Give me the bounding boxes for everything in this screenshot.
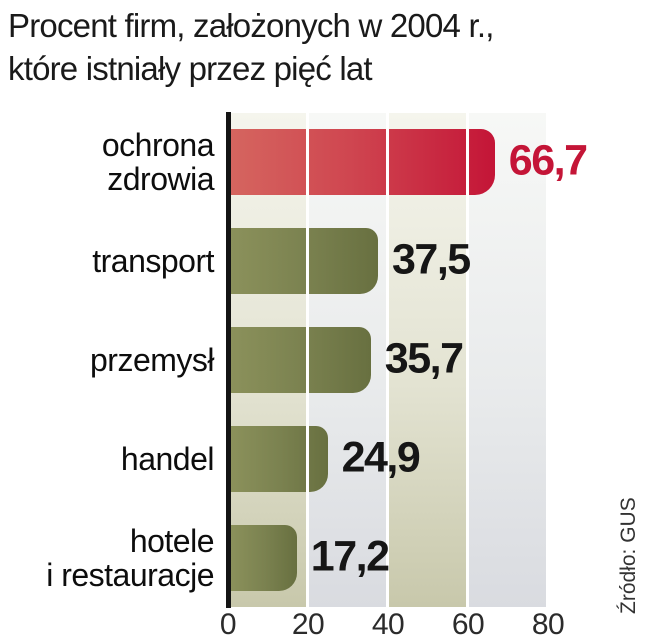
bar-highlight (231, 129, 495, 196)
plot-band (388, 113, 468, 607)
value-label: 24,9 (341, 433, 421, 482)
bar (231, 327, 371, 393)
x-tick-label: 60 (451, 608, 485, 640)
value-label: 17,2 (310, 532, 390, 581)
gridline (546, 113, 549, 607)
value-label: 66,7 (508, 136, 588, 185)
x-tick-label: 20 (291, 608, 325, 640)
chart-title-line1: Procent firm, założonych w 2004 r., (8, 7, 494, 44)
bar (231, 228, 378, 295)
value-label: 35,7 (384, 334, 464, 383)
x-tick-label: 40 (371, 608, 405, 640)
bar (231, 425, 328, 492)
category-label: transport (92, 243, 214, 280)
category-label: przemysł (89, 342, 215, 378)
plot-band (468, 113, 548, 607)
category-label: hotele i restauracje (46, 522, 214, 593)
value-label: 37,5 (392, 235, 471, 284)
gridline (466, 113, 469, 607)
gridline (306, 113, 309, 607)
category-label: handel (120, 440, 215, 477)
chart-title-line2: które istniały przez pięć lat (8, 50, 373, 87)
source-label: Źródło: GUS (617, 497, 640, 614)
bar (231, 524, 297, 591)
chart-title: Procent firm, założonych w 2004 r., któr… (8, 4, 648, 90)
x-tick-label: 80 (531, 608, 565, 640)
gridline (386, 113, 389, 607)
x-tick-label: 0 (219, 608, 237, 640)
y-axis (226, 112, 231, 608)
category-label: ochrona zdrowia (101, 127, 215, 198)
